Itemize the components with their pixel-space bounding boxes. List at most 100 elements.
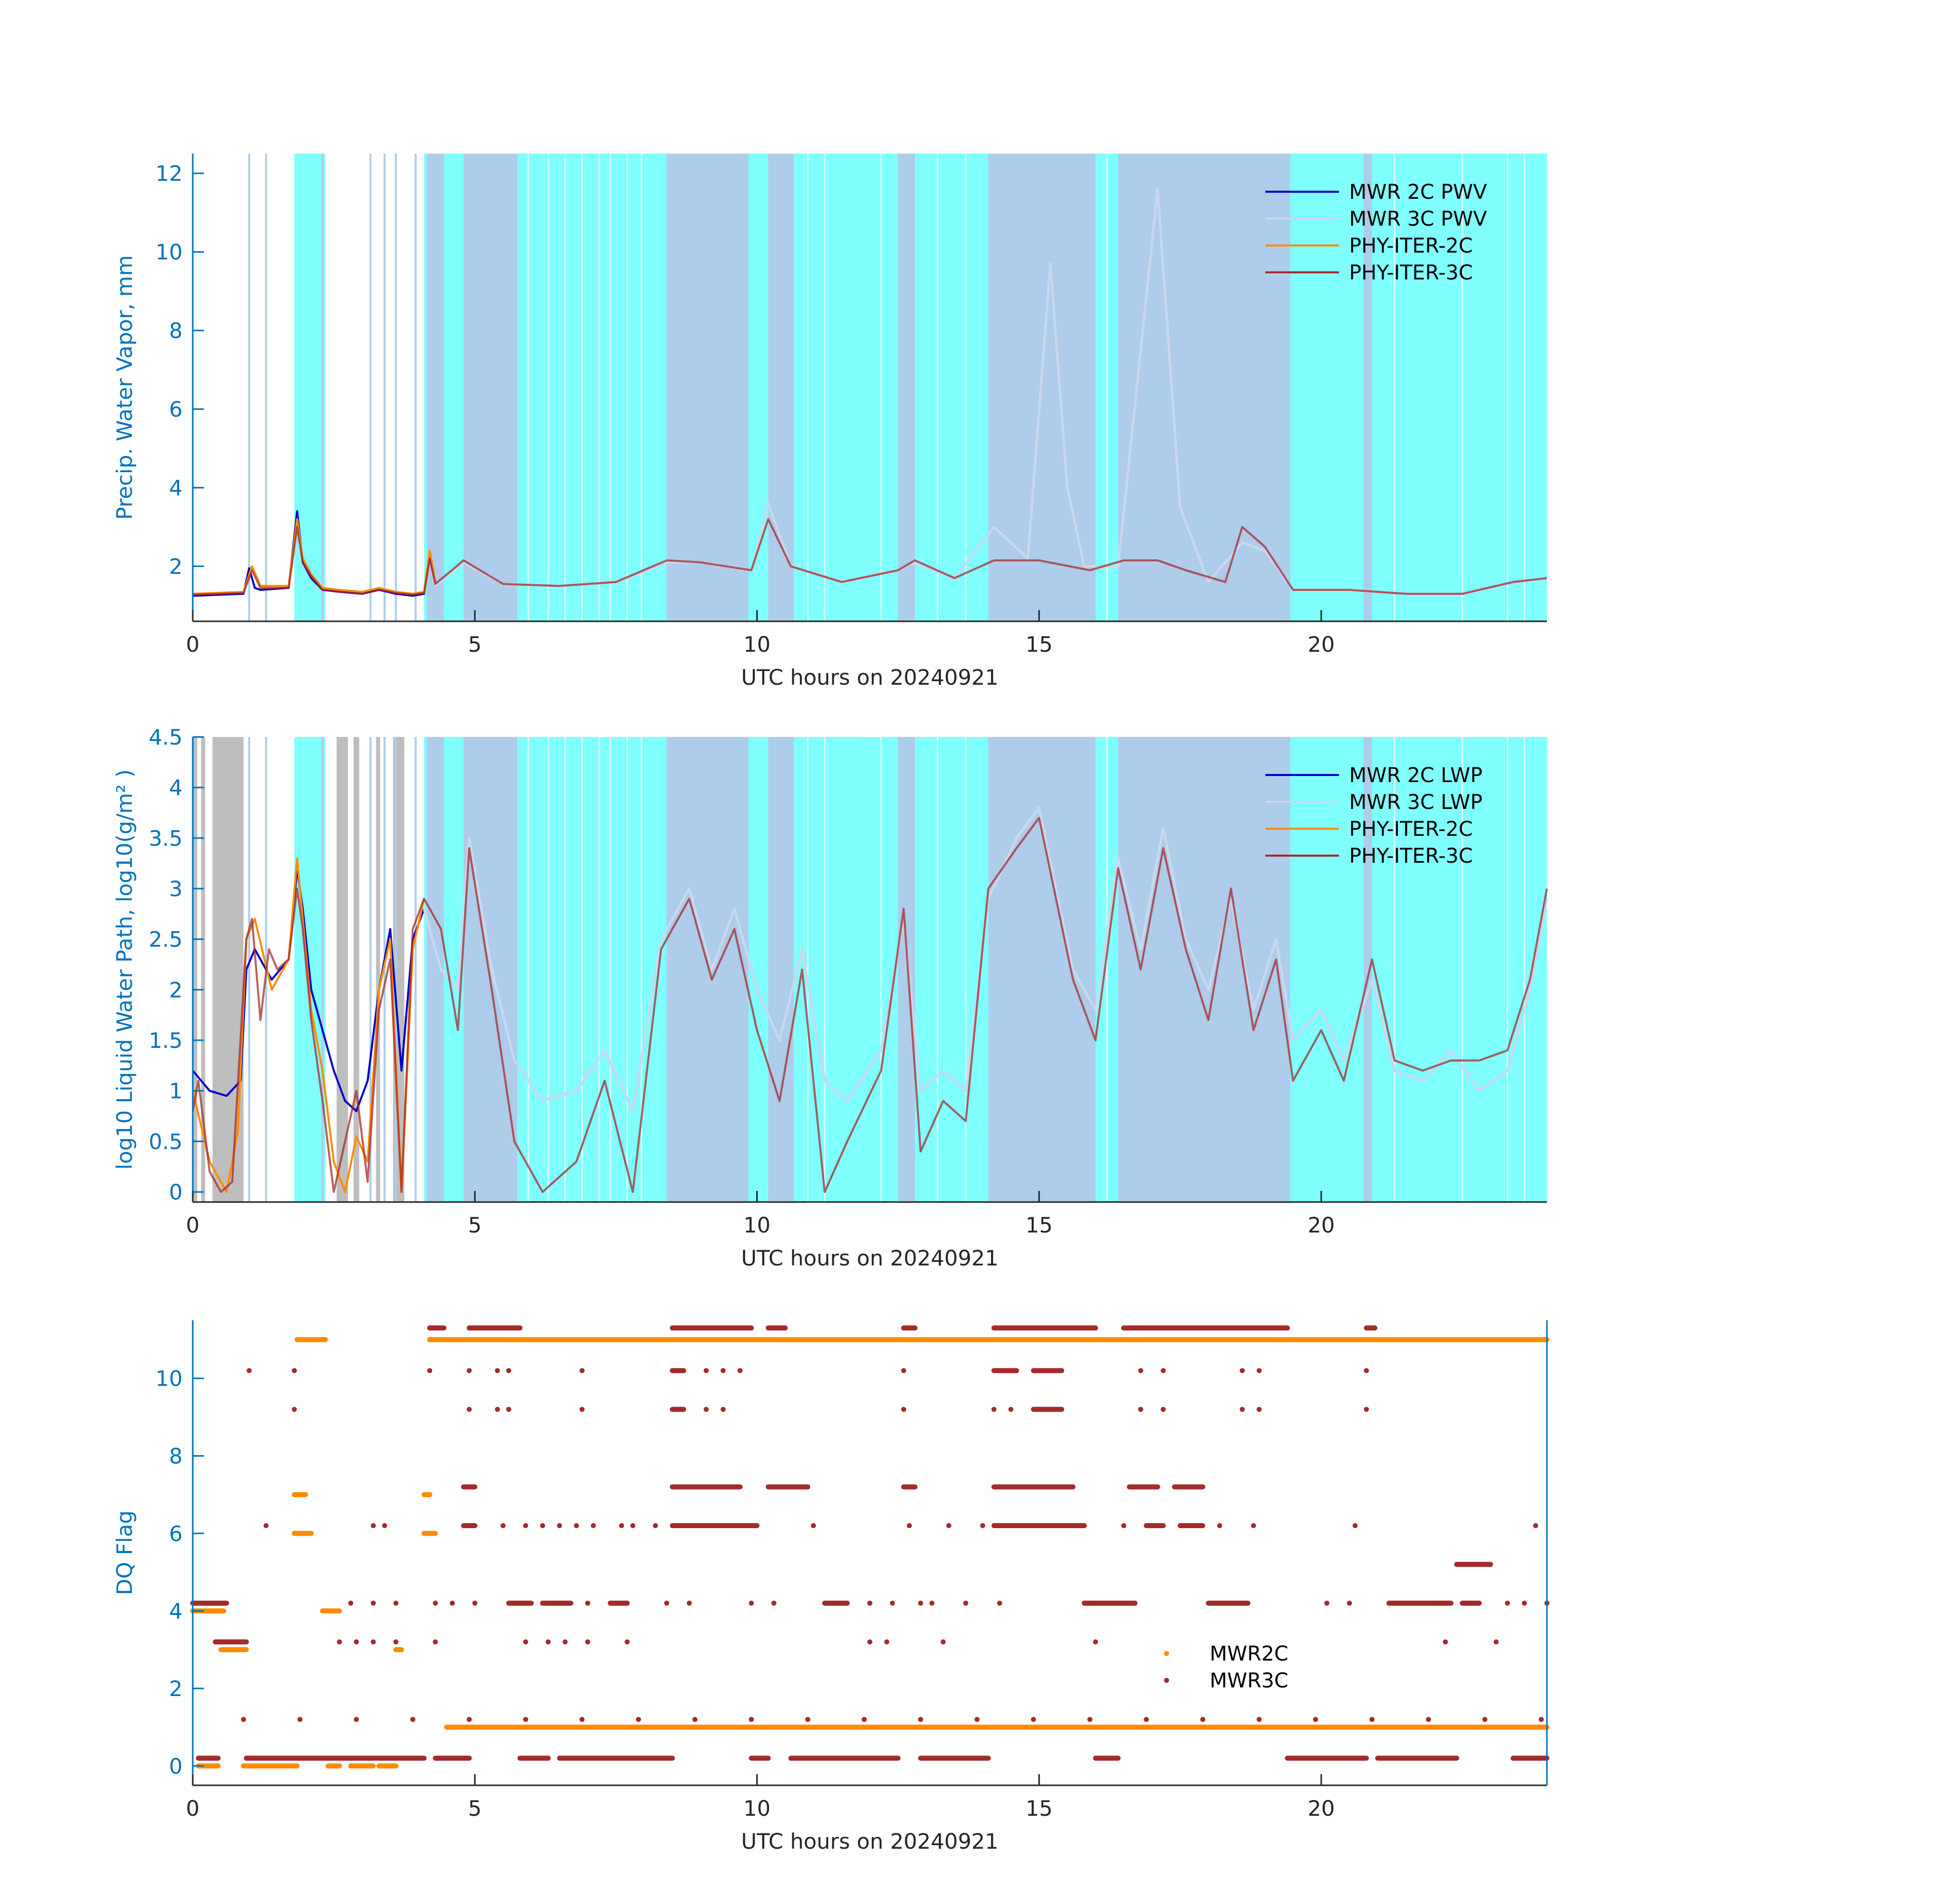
y-tick-label: 10: [156, 1366, 183, 1391]
flag-point: [1160, 1406, 1166, 1412]
flag-point: [467, 1406, 472, 1412]
flag-point: [1313, 1717, 1318, 1722]
legend-label-mwr2c-pwv: MWR 2C PWV: [1349, 181, 1487, 204]
y-tick-label: 3: [169, 876, 183, 901]
pwv-x-axis-label: UTC hours on 20240921: [741, 665, 999, 690]
flag-point: [749, 1600, 754, 1606]
flag-point: [664, 1600, 669, 1606]
y-tick-label: 2: [169, 977, 183, 1002]
flag-point: [749, 1717, 754, 1722]
blue-band: [1118, 737, 1290, 1202]
y-tick-label: 4: [169, 775, 183, 800]
lwp-x-axis-label: UTC hours on 20240921: [741, 1246, 999, 1271]
flag-point: [354, 1639, 359, 1645]
flag-point: [1482, 1717, 1488, 1722]
legend-label-mwr2c-lwp: MWR 2C LWP: [1349, 764, 1483, 787]
flag-point: [1364, 1368, 1369, 1373]
flag-point: [861, 1717, 867, 1722]
flag-point: [1144, 1717, 1149, 1722]
pwv-y-axis-label: Precip. Water Vapor, mm: [112, 255, 137, 520]
flag-point: [974, 1717, 980, 1722]
flag-point: [585, 1600, 590, 1606]
y-tick-label: 1.5: [149, 1028, 183, 1053]
legend-label-phy3c-lwp: PHY-ITER-3C: [1349, 844, 1473, 868]
x-tick-label: 15: [1026, 632, 1052, 657]
blue-band: [768, 154, 794, 621]
legend-label-phy3c: PHY-ITER-3C: [1349, 261, 1473, 285]
y-tick-label: 6: [169, 397, 183, 422]
flag-point: [467, 1368, 472, 1373]
y-tick-label: 4.5: [149, 725, 183, 750]
flag-point: [1347, 1600, 1352, 1606]
flag-point: [901, 1406, 906, 1412]
flag-point: [963, 1600, 969, 1606]
flag-point: [906, 1523, 912, 1529]
pwv-ticks: 0 5 10 15 20 2 4 6 8 10 12: [156, 161, 1335, 657]
flag-point: [991, 1406, 997, 1412]
y-tick-label: 3.5: [149, 826, 183, 851]
y-tick-label: 0: [169, 1180, 183, 1205]
x-tick-label: 15: [1026, 1213, 1052, 1238]
flag-point: [720, 1406, 726, 1412]
lwp-series-lines: [192, 806, 1548, 1193]
flag-point: [585, 1639, 590, 1645]
flag-point: [472, 1600, 478, 1606]
flag-point: [371, 1639, 376, 1645]
flag-point: [1008, 1406, 1014, 1412]
flag-point: [557, 1523, 562, 1529]
y-tick-label: 6: [169, 1521, 183, 1546]
flag-point: [771, 1600, 777, 1606]
blue-band: [898, 154, 915, 621]
flag-point: [805, 1717, 810, 1722]
flag-point: [393, 1600, 399, 1606]
flag-point: [997, 1600, 1002, 1606]
flag-point: [1251, 1523, 1256, 1529]
series-line-3: [192, 817, 1548, 1193]
y-tick-label: 2: [169, 554, 183, 579]
x-tick-label: 20: [1308, 1796, 1334, 1821]
flag-point: [884, 1639, 890, 1645]
flag-point: [292, 1406, 297, 1412]
blue-band: [768, 737, 794, 1202]
gray-band: [376, 737, 380, 1202]
flag-point: [506, 1368, 511, 1373]
gray-band: [193, 737, 197, 1202]
flag-point: [500, 1523, 506, 1529]
flag-point: [1240, 1368, 1245, 1373]
flag-point: [433, 1639, 438, 1645]
flag-point: [523, 1523, 528, 1529]
dq-flag-points: [190, 1325, 1549, 1769]
flag-point: [371, 1600, 376, 1606]
blue-band: [464, 154, 517, 621]
gray-band: [354, 737, 360, 1202]
flag-point: [1093, 1639, 1098, 1645]
legend-marker-mwr2c: [1164, 1651, 1169, 1656]
x-tick-label: 0: [186, 1213, 200, 1238]
pwv-shading: [248, 154, 1547, 621]
lwp-shading: [193, 737, 1547, 1202]
flag-point: [1217, 1523, 1222, 1529]
y-tick-label: 0.5: [149, 1129, 183, 1154]
flag-point: [246, 1368, 252, 1373]
y-tick-label: 1: [169, 1079, 183, 1104]
flag-point: [1240, 1406, 1245, 1412]
flag-point: [918, 1717, 924, 1722]
blue-band: [666, 154, 749, 621]
y-tick-label: 4: [169, 1599, 183, 1624]
flag-point: [940, 1639, 946, 1645]
flag-point: [636, 1717, 641, 1722]
flag-point: [703, 1406, 709, 1412]
flag-point: [506, 1406, 511, 1412]
flag-point: [653, 1523, 658, 1529]
legend-label-phy2c-lwp: PHY-ITER-2C: [1349, 818, 1473, 841]
flag-point: [720, 1368, 726, 1373]
flag-point: [1426, 1717, 1431, 1722]
flag-point: [1138, 1406, 1143, 1412]
flag-point: [393, 1639, 399, 1645]
flag-point: [867, 1600, 872, 1606]
flag-point: [545, 1639, 551, 1645]
flag-point: [1522, 1600, 1527, 1606]
flag-point: [449, 1600, 455, 1606]
flag-point: [1256, 1368, 1262, 1373]
